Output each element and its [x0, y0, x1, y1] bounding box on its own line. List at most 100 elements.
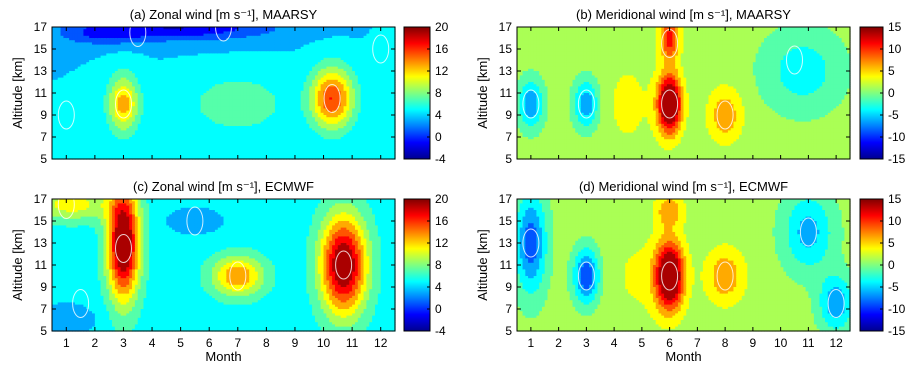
- contour-cell: [132, 148, 136, 151]
- contour-cell: [92, 143, 96, 147]
- contour-cell: [169, 106, 173, 109]
- contour-cell: [137, 40, 142, 43]
- contour-cell: [149, 121, 153, 125]
- contour-cell: [157, 145, 162, 149]
- contour-cell: [77, 77, 82, 81]
- contour-cell: [134, 38, 139, 41]
- contour-cell: [97, 108, 102, 112]
- contour-cell: [166, 71, 170, 74]
- contour-cell: [132, 88, 136, 92]
- contour-cell: [152, 51, 156, 54]
- contour-cell: [112, 119, 116, 123]
- contour-cell: [140, 117, 145, 120]
- contour-cell: [97, 53, 102, 57]
- contour-cell: [63, 75, 67, 79]
- contour-cell: [132, 33, 136, 37]
- contour-cell: [143, 73, 147, 76]
- contour-cell: [89, 84, 93, 87]
- contour-cell: [126, 84, 130, 87]
- contour-cell: [117, 126, 122, 129]
- contour-cell: [60, 130, 65, 134]
- contour-cell: [146, 112, 150, 116]
- contour-cell: [72, 104, 76, 107]
- contour-cell: [69, 134, 73, 138]
- contour-cell: [106, 101, 110, 105]
- contour-cell: [106, 53, 110, 57]
- contour-cell: [163, 31, 167, 35]
- contour-cell: [134, 66, 139, 70]
- contour-cell: [112, 90, 116, 94]
- contour-cell: [86, 29, 90, 32]
- contour-cell: [157, 115, 162, 118]
- contour-cell: [54, 137, 59, 140]
- contour-cell: [112, 106, 116, 109]
- contour-cell: [69, 71, 73, 74]
- contour-cell: [149, 84, 153, 87]
- contour-cell: [117, 51, 122, 54]
- contour-cell: [109, 139, 113, 142]
- contour-cell: [146, 88, 150, 92]
- contour-cell: [169, 108, 173, 112]
- contour-cell: [140, 44, 145, 48]
- contour-cell: [54, 99, 59, 103]
- contour-cell: [54, 38, 59, 41]
- contour-cell: [69, 99, 73, 103]
- contour-cell: [86, 62, 90, 65]
- contour-cell: [126, 126, 130, 129]
- contour-cell: [60, 77, 65, 81]
- contour-cell: [152, 60, 156, 63]
- contour-cell: [114, 130, 119, 134]
- contour-cell: [83, 143, 87, 147]
- contour-cell: [129, 95, 133, 98]
- contour-cell: [132, 40, 136, 43]
- contour-cell: [109, 49, 113, 52]
- contour-cell: [114, 27, 119, 30]
- contour-cell: [89, 152, 93, 156]
- contour-cell: [52, 33, 56, 37]
- contour-cell: [126, 130, 130, 134]
- contour-cell: [83, 44, 87, 48]
- contour-cell: [63, 29, 67, 32]
- contour-cell: [157, 97, 162, 101]
- contour-cell: [149, 73, 153, 76]
- contour-cell: [157, 38, 162, 41]
- contour-cell: [52, 35, 56, 39]
- contour-cell: [143, 145, 147, 149]
- contour-cell: [72, 64, 76, 68]
- contour-cell: [129, 121, 133, 125]
- contour-cell: [92, 123, 96, 127]
- contour-cell: [94, 110, 99, 114]
- contour-cell: [92, 108, 96, 112]
- contour-cell: [66, 46, 70, 50]
- contour-cell: [80, 132, 85, 136]
- contour-cell: [146, 93, 150, 96]
- contour-cell: [137, 108, 142, 112]
- contour-cell: [92, 29, 96, 32]
- contour-cell: [57, 88, 62, 92]
- contour-cell: [134, 42, 139, 46]
- contour-cell: [123, 148, 127, 151]
- contour-cell: [134, 51, 139, 54]
- contour-cell: [109, 108, 113, 112]
- contour-cell: [140, 101, 145, 105]
- contour-cell: [152, 106, 156, 109]
- contour-cell: [154, 126, 159, 129]
- contour-cell: [129, 93, 133, 96]
- contour-cell: [143, 55, 147, 59]
- contour-cell: [100, 134, 105, 138]
- contour-cell: [149, 51, 153, 54]
- contour-cell: [160, 123, 165, 127]
- contour-cell: [60, 117, 65, 120]
- contour-cell: [137, 62, 142, 65]
- contour-cell: [172, 55, 176, 59]
- contour-cell: [112, 40, 116, 43]
- contour-cell: [129, 75, 133, 79]
- contour-cell: [120, 154, 125, 158]
- contour-cell: [146, 49, 150, 52]
- contour-cell: [54, 123, 59, 127]
- contour-cell: [89, 64, 93, 68]
- contour-cell: [69, 88, 73, 92]
- contour-cell: [137, 55, 142, 59]
- contour-cell: [86, 95, 90, 98]
- contour-cell: [163, 84, 167, 87]
